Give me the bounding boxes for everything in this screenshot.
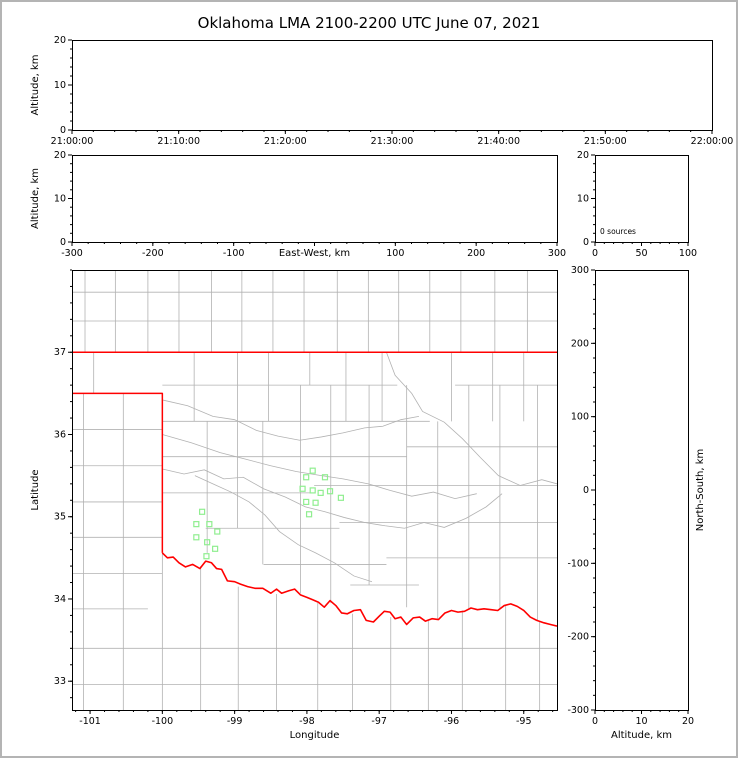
tick-label: 21:10:00 xyxy=(157,136,200,147)
y-axis-label: Altitude, km xyxy=(30,168,41,229)
tick-label: 35 xyxy=(54,512,66,523)
tick-label: 0 xyxy=(60,237,66,248)
station-marker xyxy=(204,539,211,546)
axes-frame xyxy=(72,155,558,243)
y-axis-label: Latitude xyxy=(30,469,41,510)
axes-frame xyxy=(595,270,689,711)
station-marker xyxy=(193,521,200,528)
tick-label: 200 xyxy=(571,338,589,349)
tick-label: 300 xyxy=(548,248,566,259)
tick-label: -100 xyxy=(223,248,245,259)
tick-label: -99 xyxy=(227,716,243,727)
tick-label: -101 xyxy=(79,716,101,727)
axes-frame xyxy=(595,155,689,243)
tick-label: 0 xyxy=(583,237,589,248)
map-content xyxy=(72,270,557,710)
station-marker xyxy=(312,499,319,506)
station-marker xyxy=(199,508,206,515)
figure-title: Oklahoma LMA 2100-2200 UTC June 07, 2021 xyxy=(197,14,541,32)
station-marker xyxy=(309,467,316,474)
tick-label: -96 xyxy=(444,716,460,727)
tick-label: 0 xyxy=(592,716,598,727)
tick-label: -97 xyxy=(371,716,387,727)
tick-label: -200 xyxy=(142,248,164,259)
tick-label: 21:20:00 xyxy=(264,136,307,147)
tick-label: 21:50:00 xyxy=(584,136,627,147)
tick-label: 21:40:00 xyxy=(477,136,520,147)
tick-label: 36 xyxy=(54,429,66,440)
tick-label: 100 xyxy=(386,248,404,259)
station-marker xyxy=(214,528,221,535)
panel-time-height: 21:00:00 21:10:00 21:20:00 21:30:00 21:40:00… xyxy=(30,35,733,147)
tick-label: 20 xyxy=(682,716,694,727)
tick-label: 37 xyxy=(54,347,66,358)
tick-label: 10 xyxy=(54,194,66,205)
tick-label: -300 xyxy=(567,705,589,716)
tick-label: 0 xyxy=(592,248,598,259)
station-marker xyxy=(193,534,200,541)
tick-label: 50 xyxy=(635,248,647,259)
river-line xyxy=(386,352,557,486)
tick-label: 200 xyxy=(467,248,485,259)
tick-label: -200 xyxy=(567,632,589,643)
axes-frame xyxy=(72,40,713,131)
state-border-west-line xyxy=(72,392,164,553)
tick-label: 0 xyxy=(60,125,66,136)
tick-label: -95 xyxy=(516,716,532,727)
tick-label: -300 xyxy=(61,248,83,259)
river-line xyxy=(162,399,420,441)
station-marker xyxy=(303,474,310,481)
tick-label: -100 xyxy=(152,716,174,727)
station-marker xyxy=(337,494,344,501)
panel-source-histogram: 0 50 100 0 10 20 0 sources xyxy=(577,150,697,259)
tick-label: 0 xyxy=(583,485,589,496)
tick-label: -98 xyxy=(299,716,315,727)
tick-label: 100 xyxy=(571,412,589,423)
y-axis-label: Altitude, km xyxy=(30,55,41,116)
station-marker xyxy=(203,553,210,560)
tick-label: 33 xyxy=(54,676,66,687)
station-marker xyxy=(309,487,316,494)
station-marker xyxy=(212,545,219,552)
panel-plan-view: -101 -100 -99 -98 -97 -96 -95 33 34 35 36 37 Longitu… xyxy=(30,269,558,741)
state-border-red-river xyxy=(161,552,557,627)
river-line xyxy=(194,475,373,583)
station-marker xyxy=(299,485,306,492)
x-axis-label: East-West, km xyxy=(279,248,350,259)
tick-label: 20 xyxy=(577,150,589,161)
station-marker xyxy=(303,498,310,506)
tick-label: 20 xyxy=(54,35,66,46)
x-axis-label: Altitude, km xyxy=(611,730,672,741)
tick-label: 34 xyxy=(54,594,66,605)
tick-label: 21:30:00 xyxy=(371,136,414,147)
tick-label: 300 xyxy=(571,265,589,276)
station-marker xyxy=(317,489,324,496)
river-line xyxy=(162,468,503,529)
tick-label: 20 xyxy=(54,150,66,161)
station-marker xyxy=(305,511,313,518)
tick-label: 100 xyxy=(679,248,697,259)
tick-label: 22:00:00 xyxy=(691,136,734,147)
river-line xyxy=(162,434,477,500)
right-axis-label: North-South, km xyxy=(695,449,706,532)
panel-ew-altitude: -300 -200 -100 100 200 300 0 10 20 East-West, km A… xyxy=(30,150,566,259)
tick-label: -100 xyxy=(567,558,589,569)
tick-label: 21:00:00 xyxy=(51,136,94,147)
station-marker xyxy=(206,521,213,528)
tick-label: 10 xyxy=(635,716,647,727)
panel-ns-altitude: 0 10 20 -300 -200 -100 0 100 200 300 Altitude, km N… xyxy=(567,265,706,741)
source-count-annotation: 0 sources xyxy=(600,227,636,236)
station-marker xyxy=(326,488,334,495)
station-marker xyxy=(321,474,329,481)
tick-label: 10 xyxy=(54,80,66,91)
axes-frame xyxy=(72,270,558,711)
x-axis-label: Longitude xyxy=(290,730,340,741)
tick-label: 10 xyxy=(577,194,589,205)
